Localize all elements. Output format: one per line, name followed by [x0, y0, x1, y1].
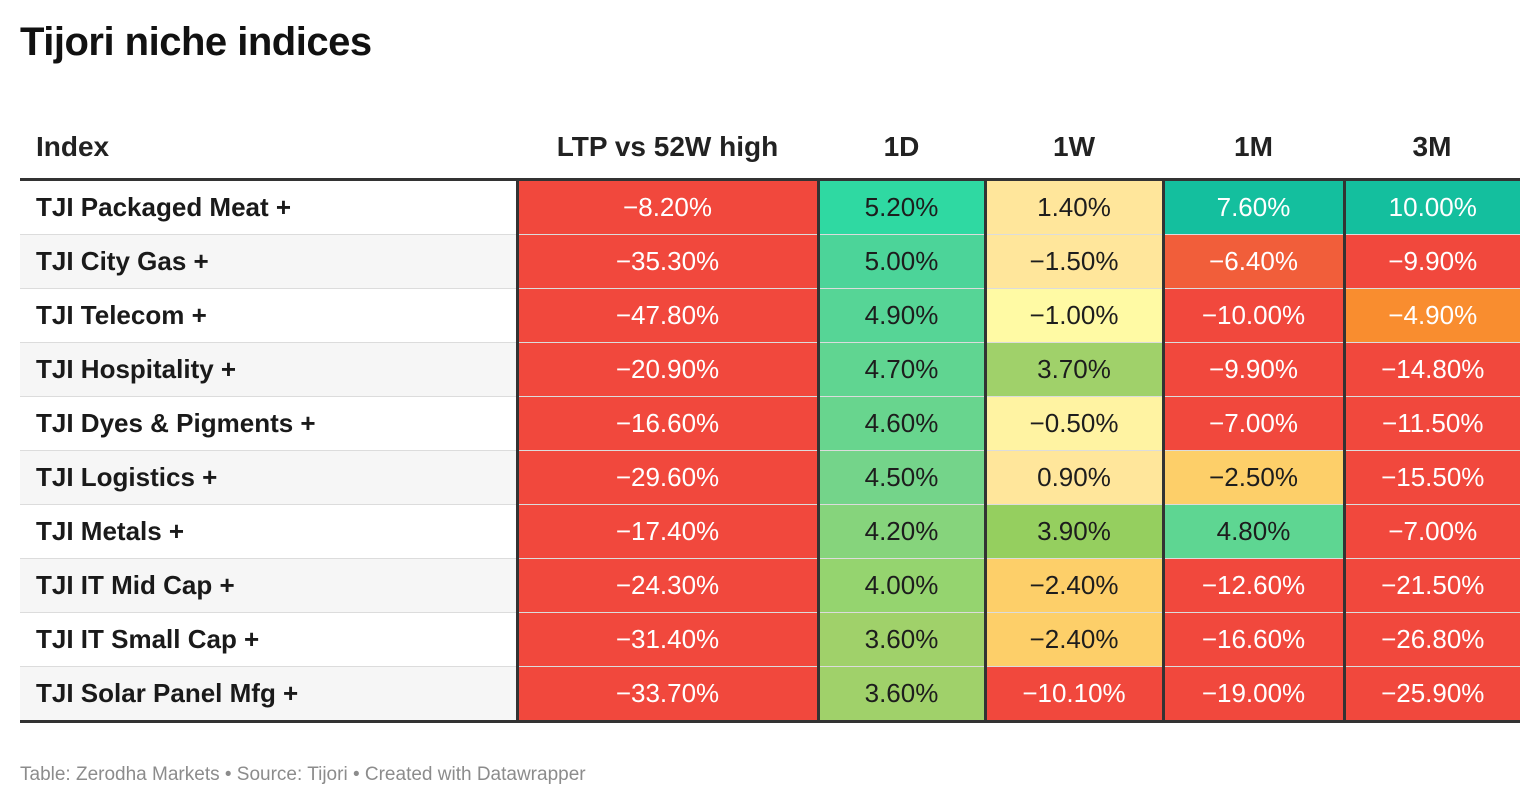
heat-cell-3m: −7.00%	[1342, 504, 1520, 559]
heat-cell-3m: −21.50%	[1342, 558, 1520, 613]
heat-cell-ltp-vs-52w-high: −31.40%	[515, 612, 818, 667]
row-index-name: TJI Telecom +	[20, 288, 517, 343]
table-row: TJI Hospitality + −20.90% 4.70% 3.70% −9.90%…	[20, 342, 1520, 397]
table-row: TJI IT Small Cap + −31.40% 3.60% −2.40% −16.…	[20, 612, 1520, 667]
heat-cell-ltp-vs-52w-high: −33.70%	[515, 666, 818, 723]
heat-cell-1w: −1.00%	[983, 288, 1163, 343]
heat-cell-1m: −16.60%	[1161, 612, 1344, 667]
heat-cell-1d: 5.20%	[816, 179, 985, 235]
row-index-name: TJI Logistics +	[20, 450, 517, 505]
footer-credits: Table: Zerodha Markets • Source: Tijori …	[20, 764, 586, 785]
heat-cell-1d: 4.90%	[816, 288, 985, 343]
table-body: TJI Packaged Meat + −8.20% 5.20% 1.40% 7.60%…	[20, 179, 1520, 723]
heat-cell-ltp-vs-52w-high: −17.40%	[515, 504, 818, 559]
heat-cell-3m: −11.50%	[1342, 396, 1520, 451]
heat-cell-ltp-vs-52w-high: −29.60%	[515, 450, 818, 505]
table-row: TJI Solar Panel Mfg + −33.70% 3.60% −10.10%…	[20, 666, 1520, 723]
heat-cell-1m: −6.40%	[1161, 234, 1344, 289]
heat-cell-1w: 1.40%	[983, 179, 1163, 235]
heat-cell-1m: 7.60%	[1161, 179, 1344, 235]
row-index-name: TJI Solar Panel Mfg +	[20, 666, 517, 723]
heat-cell-1d: 4.60%	[816, 396, 985, 451]
heat-cell-ltp-vs-52w-high: −8.20%	[515, 179, 818, 235]
table-row: TJI Metals + −17.40% 4.20% 3.90% 4.80% −7.00%	[20, 504, 1520, 559]
row-index-name: TJI Dyes & Pigments +	[20, 396, 517, 451]
column-header-ltp-vs-52w-high[interactable]: LTP vs 52W high	[517, 116, 818, 181]
table-header-row: Index LTP vs 52W high 1D 1W 1M 3M	[20, 116, 1520, 181]
heat-cell-1d: 3.60%	[816, 666, 985, 723]
heat-cell-1m: −2.50%	[1161, 450, 1344, 505]
heat-cell-1w: −2.40%	[983, 612, 1163, 667]
table-row: TJI IT Mid Cap + −24.30% 4.00% −2.40% −12.60…	[20, 558, 1520, 613]
table-row: TJI Packaged Meat + −8.20% 5.20% 1.40% 7.60%…	[20, 179, 1520, 235]
heat-cell-1d: 4.50%	[816, 450, 985, 505]
heat-cell-ltp-vs-52w-high: −47.80%	[515, 288, 818, 343]
heat-cell-1d: 4.20%	[816, 504, 985, 559]
heat-cell-1w: −2.40%	[983, 558, 1163, 613]
heat-cell-ltp-vs-52w-high: −24.30%	[515, 558, 818, 613]
row-index-name: TJI Metals +	[20, 504, 517, 559]
heat-cell-1w: 3.90%	[983, 504, 1163, 559]
table-row: TJI City Gas + −35.30% 5.00% −1.50% −6.40% −9…	[20, 234, 1520, 289]
row-index-name: TJI Packaged Meat +	[20, 179, 517, 235]
heat-cell-1m: −12.60%	[1161, 558, 1344, 613]
heatmap-table: Index LTP vs 52W high 1D 1W 1M 3M TJI Pa…	[20, 116, 1520, 723]
heat-cell-3m: −15.50%	[1342, 450, 1520, 505]
row-index-name: TJI IT Small Cap +	[20, 612, 517, 667]
heat-cell-1m: −10.00%	[1161, 288, 1344, 343]
chart-title: Tijori niche indices	[20, 20, 372, 64]
heat-cell-1m: 4.80%	[1161, 504, 1344, 559]
heat-cell-3m: −25.90%	[1342, 666, 1520, 723]
heat-cell-1w: −0.50%	[983, 396, 1163, 451]
column-header-3m[interactable]: 3M	[1344, 116, 1520, 181]
heat-cell-ltp-vs-52w-high: −35.30%	[515, 234, 818, 289]
heat-cell-1d: 3.60%	[816, 612, 985, 667]
table-row: TJI Dyes & Pigments + −16.60% 4.60% −0.50% −…	[20, 396, 1520, 451]
column-header-1w[interactable]: 1W	[985, 116, 1163, 181]
heat-cell-3m: −9.90%	[1342, 234, 1520, 289]
heat-cell-1w: −1.50%	[983, 234, 1163, 289]
heat-cell-1m: −19.00%	[1161, 666, 1344, 723]
heat-cell-ltp-vs-52w-high: −20.90%	[515, 342, 818, 397]
heat-cell-1d: 5.00%	[816, 234, 985, 289]
table-row: TJI Telecom + −47.80% 4.90% −1.00% −10.00% −4…	[20, 288, 1520, 343]
heat-cell-1d: 4.70%	[816, 342, 985, 397]
row-index-name: TJI IT Mid Cap +	[20, 558, 517, 613]
heat-cell-3m: 10.00%	[1342, 179, 1520, 235]
column-header-1m[interactable]: 1M	[1163, 116, 1344, 181]
row-index-name: TJI Hospitality +	[20, 342, 517, 397]
table-row: TJI Logistics + −29.60% 4.50% 0.90% −2.50% −1…	[20, 450, 1520, 505]
heat-cell-1w: 3.70%	[983, 342, 1163, 397]
heat-cell-3m: −26.80%	[1342, 612, 1520, 667]
heat-cell-1m: −9.90%	[1161, 342, 1344, 397]
heat-cell-3m: −14.80%	[1342, 342, 1520, 397]
heat-cell-1m: −7.00%	[1161, 396, 1344, 451]
heat-cell-1w: 0.90%	[983, 450, 1163, 505]
column-header-1d[interactable]: 1D	[818, 116, 985, 181]
heat-cell-ltp-vs-52w-high: −16.60%	[515, 396, 818, 451]
row-index-name: TJI City Gas +	[20, 234, 517, 289]
heat-cell-1w: −10.10%	[983, 666, 1163, 723]
column-header-index[interactable]: Index	[20, 116, 517, 181]
heat-cell-1d: 4.00%	[816, 558, 985, 613]
heat-cell-3m: −4.90%	[1342, 288, 1520, 343]
